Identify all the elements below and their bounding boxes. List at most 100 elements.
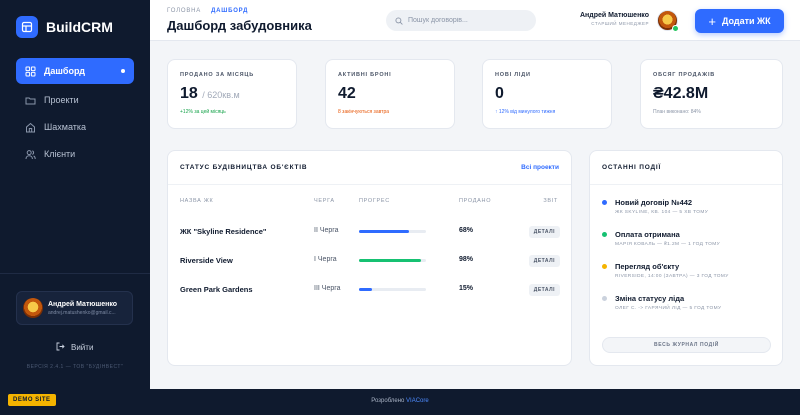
online-status-dot (672, 25, 679, 32)
progress-fill (359, 230, 410, 233)
logout-icon (56, 342, 65, 353)
kpi-label: НОВІ ЛІДИ (495, 72, 531, 78)
sidebar-item-clients[interactable]: Клієнти (16, 142, 134, 166)
kpi-card-leads: НОВІ ЛІДИ 0 ↑ 12% від минулого тижня (482, 59, 612, 129)
event-meta: ЖК SKYLINE, КВ. 104 — 5 ХВ ТОМУ (615, 210, 709, 215)
kpi-label: ПРОДАНО ЗА МІСЯЦЬ (180, 72, 254, 78)
version-label: ВЕРСІЯ 2.4.1 — ТОВ "БУДІНВЕСТ" (26, 364, 124, 370)
sold-percent: 98% (459, 256, 474, 263)
table-row: ЖК "Skyline Residence" II Черга 68% ДЕТА… (168, 223, 571, 243)
event-meta: МАРІЯ КОВАЛЬ — ₴1.2М — 1 ГОД ТОМУ (615, 242, 721, 247)
queue: I Черга (314, 256, 337, 263)
logo-text: BuildCRM (46, 19, 113, 35)
column-header-sold: ПРОДАНО (459, 198, 492, 204)
kpi-unit: / 620кв.м (202, 90, 240, 100)
active-indicator (121, 69, 125, 73)
progress-bar (359, 288, 426, 291)
user-email: andrej.matushenko@gmail.c... (48, 309, 116, 316)
header-user-role: СТАРШИЙ МЕНЕДЖЕР (591, 21, 649, 26)
column-header-report: ЗВІТ (543, 198, 558, 204)
add-complex-button[interactable]: + Додати ЖК (695, 9, 784, 33)
add-complex-label: Додати ЖК (721, 16, 771, 26)
logout-label: Вийти (71, 343, 94, 352)
progress-bar (359, 259, 426, 262)
details-button[interactable]: ДЕТАЛІ (528, 255, 560, 267)
sold-percent: 15% (459, 285, 474, 292)
sidebar-item-dashboard[interactable]: Дашборд (16, 58, 134, 84)
complex-name: Riverside View (180, 256, 233, 265)
kpi-value: 18 / 620кв.м (180, 85, 284, 103)
complex-name: ЖК "Skyline Residence" (180, 227, 267, 236)
breadcrumb-current: ДАШБОРД (211, 8, 249, 14)
construction-status-panel: СТАТУС БУДІВНИЦТВА ОБ'ЄКТІВ Всі проекти … (167, 150, 572, 366)
top-header: ГОЛОВНА ДАШБОРД Дашборд забудовника Андр… (150, 0, 800, 41)
credit-text: Розроблено VIACore (0, 398, 800, 404)
details-button[interactable]: ДЕТАЛІ (528, 226, 560, 238)
panel-divider (590, 184, 782, 185)
credit-link[interactable]: VIACore (406, 398, 429, 404)
queue: II Черга (314, 227, 339, 234)
sidebar-item-label: Дашборд (44, 66, 85, 76)
sidebar-user-card[interactable]: Андрей Матюшенко andrej.matushenko@gmail… (16, 291, 133, 325)
kpi-number: 18 (180, 85, 198, 102)
logo-icon (16, 16, 38, 38)
dashboard-icon (25, 66, 36, 77)
kpi-card-volume: ОБСЯГ ПРОДАЖІВ ₴42.8M План виконано: 84% (640, 59, 783, 129)
kpi-label: ОБСЯГ ПРОДАЖІВ (653, 72, 716, 78)
kpi-label: АКТИВНІ БРОНІ (338, 72, 392, 78)
sidebar-item-label: Шахматка (44, 122, 87, 132)
plus-icon: + (708, 13, 716, 29)
kpi-card-bookings: АКТИВНІ БРОНІ 42 8 закінчуються завтра (325, 59, 455, 129)
user-name: Андрей Матюшенко (48, 300, 118, 308)
sidebar-item-label: Клієнти (44, 149, 76, 159)
logout-button[interactable]: Вийти (56, 342, 93, 353)
sidebar-item-projects[interactable]: Проекти (16, 88, 134, 112)
search-box[interactable] (386, 10, 536, 31)
kpi-card-sold: ПРОДАНО ЗА МІСЯЦЬ 18 / 620кв.м +12% за ц… (167, 59, 297, 129)
demo-badge: DEMO SITE (8, 394, 56, 406)
sidebar-item-chessboard[interactable]: Шахматка (16, 115, 134, 139)
panel-title: ОСТАННІ ПОДІЇ (602, 164, 662, 171)
event-dot (602, 264, 607, 269)
event-dot (602, 296, 607, 301)
complex-name: Green Park Gardens (180, 285, 253, 294)
details-button[interactable]: ДЕТАЛІ (528, 284, 560, 296)
logo[interactable]: BuildCRM (16, 16, 113, 38)
table-row: Green Park Gardens III Черга 15% ДЕТАЛІ (168, 281, 571, 301)
sidebar: BuildCRM Дашборд Проекти Шахматка Клієнт… (0, 0, 150, 389)
sidebar-nav: Дашборд Проекти Шахматка Клієнти (16, 58, 134, 169)
search-input[interactable] (408, 17, 527, 24)
credit-prefix: Розроблено (371, 398, 405, 404)
kpi-note: 8 закінчуються завтра (338, 109, 390, 115)
sidebar-item-label: Проекти (44, 95, 79, 105)
search-icon (395, 12, 403, 30)
sidebar-divider (0, 273, 150, 274)
full-journal-button[interactable]: ВЕСЬ ЖУРНАЛ ПОДІЙ (602, 337, 771, 353)
column-header-name: НАЗВА ЖК (180, 198, 214, 204)
kpi-note: +12% за цей місяць (180, 109, 226, 115)
kpi-value: ₴42.8M (653, 85, 709, 102)
event-dot (602, 232, 607, 237)
event-title: Зміна статусу ліда (615, 294, 685, 303)
event-title: Оплата отримана (615, 230, 680, 239)
kpi-value: 0 (495, 85, 504, 102)
page-title: Дашборд забудовника (167, 18, 312, 33)
column-header-queue: ЧЕРГА (314, 198, 335, 204)
header-user-info[interactable]: Андрей Матюшенко СТАРШИЙ МЕНЕДЖЕР (573, 12, 649, 26)
kpi-note: План виконано: 84% (653, 109, 701, 115)
users-icon (25, 149, 36, 160)
header-user-name: Андрей Матюшенко (579, 12, 649, 19)
all-projects-link[interactable]: Всі проекти (521, 164, 559, 171)
kpi-value: 42 (338, 85, 356, 102)
breadcrumb-home[interactable]: ГОЛОВНА (167, 8, 202, 14)
queue: III Черга (314, 285, 341, 292)
event-meta: ОЛЕГ С. -> ГАРЯЧИЙ ЛІД — 5 ГОД ТОМУ (615, 306, 722, 311)
building-icon (25, 122, 36, 133)
kpi-note: ↑ 12% від минулого тижня (495, 109, 556, 115)
breadcrumb: ГОЛОВНА ДАШБОРД (167, 8, 248, 14)
sold-percent: 68% (459, 227, 474, 234)
panel-divider (168, 184, 571, 185)
progress-fill (359, 259, 421, 262)
column-header-progress: ПРОГРЕС (359, 198, 390, 204)
